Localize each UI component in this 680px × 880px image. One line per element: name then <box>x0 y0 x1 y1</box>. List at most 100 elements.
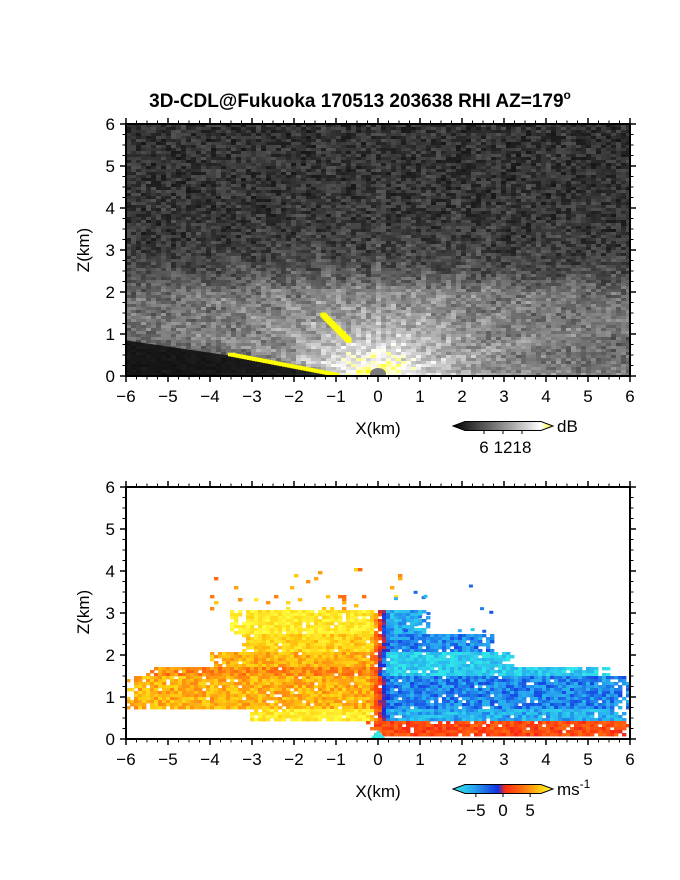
reflectivity-cell <box>611 253 617 257</box>
reflectivity-cell <box>416 181 422 185</box>
reflectivity-cell <box>456 127 462 131</box>
reflectivity-cell <box>281 229 287 233</box>
reflectivity-cell <box>251 133 257 137</box>
reflectivity-cell <box>391 157 397 161</box>
reflectivity-cell <box>416 148 422 152</box>
reflectivity-cell <box>591 163 597 167</box>
reflectivity-cell <box>566 175 572 179</box>
reflectivity-cell <box>491 199 497 203</box>
reflectivity-cell <box>491 187 497 191</box>
reflectivity-cell <box>556 265 562 269</box>
reflectivity-cell <box>256 148 262 152</box>
reflectivity-cell <box>286 244 292 248</box>
reflectivity-cell <box>546 145 552 149</box>
reflectivity-cell <box>176 172 182 176</box>
reflectivity-cell <box>516 214 522 218</box>
reflectivity-cell <box>301 175 307 179</box>
reflectivity-cell <box>406 166 412 170</box>
reflectivity-cell <box>461 160 467 164</box>
reflectivity-cell <box>566 220 572 224</box>
reflectivity-cell <box>366 232 372 236</box>
reflectivity-cell <box>346 205 352 209</box>
reflectivity-cell <box>211 154 217 158</box>
reflectivity-cell <box>211 253 217 257</box>
reflectivity-cell <box>151 133 157 137</box>
reflectivity-cell <box>356 262 362 266</box>
reflectivity-cell <box>541 250 547 254</box>
reflectivity-cell <box>486 262 492 266</box>
reflectivity-cell <box>621 154 627 158</box>
reflectivity-cell <box>271 178 277 182</box>
reflectivity-cell <box>561 250 567 254</box>
reflectivity-cell <box>551 124 557 128</box>
reflectivity-cell <box>366 166 372 170</box>
reflectivity-cell <box>181 154 187 158</box>
reflectivity-cell <box>386 262 392 266</box>
reflectivity-cell <box>141 196 147 200</box>
reflectivity-cell <box>366 208 372 212</box>
reflectivity-cell <box>341 166 347 170</box>
reflectivity-cell <box>626 238 630 242</box>
reflectivity-cell <box>291 223 297 227</box>
reflectivity-cell <box>321 253 327 257</box>
reflectivity-cell <box>431 148 437 152</box>
reflectivity-cell <box>166 226 172 230</box>
reflectivity-cell <box>381 250 387 254</box>
reflectivity-cell <box>221 241 227 245</box>
reflectivity-cell <box>561 241 567 245</box>
reflectivity-cell <box>211 157 217 161</box>
reflectivity-cell <box>201 232 207 236</box>
reflectivity-cell <box>171 271 177 275</box>
reflectivity-cell <box>176 220 182 224</box>
reflectivity-cell <box>606 259 612 263</box>
reflectivity-cell <box>381 223 387 227</box>
reflectivity-cell <box>266 151 272 155</box>
reflectivity-cell <box>246 253 252 257</box>
reflectivity-cell <box>501 148 507 152</box>
reflectivity-cell <box>546 196 552 200</box>
reflectivity-cell <box>626 226 630 230</box>
reflectivity-cell <box>611 160 617 164</box>
reflectivity-cell <box>301 250 307 254</box>
reflectivity-cell <box>601 229 607 233</box>
reflectivity-cell <box>316 265 322 269</box>
reflectivity-cell <box>526 133 532 137</box>
reflectivity-cell <box>441 136 447 140</box>
reflectivity-cell <box>136 271 142 275</box>
reflectivity-cell <box>491 202 497 206</box>
reflectivity-cell <box>521 163 527 167</box>
reflectivity-cell <box>231 199 237 203</box>
reflectivity-cell <box>216 187 222 191</box>
reflectivity-cell <box>261 130 267 134</box>
reflectivity-cell <box>351 235 357 239</box>
reflectivity-cell <box>321 187 327 191</box>
reflectivity-cell <box>606 151 612 155</box>
reflectivity-cell <box>301 169 307 173</box>
reflectivity-cell <box>376 214 382 218</box>
reflectivity-cell <box>471 238 477 242</box>
reflectivity-cell <box>191 229 197 233</box>
reflectivity-cell <box>456 250 462 254</box>
reflectivity-cell <box>336 199 342 203</box>
reflectivity-cell <box>576 142 582 146</box>
reflectivity-cell <box>391 187 397 191</box>
reflectivity-cell <box>611 169 617 173</box>
reflectivity-cell <box>141 148 147 152</box>
reflectivity-cell <box>401 136 407 140</box>
reflectivity-cell <box>171 157 177 161</box>
reflectivity-cell <box>396 178 402 182</box>
reflectivity-cell <box>556 214 562 218</box>
reflectivity-cell <box>311 187 317 191</box>
reflectivity-cell <box>606 160 612 164</box>
reflectivity-cell <box>251 151 257 155</box>
reflectivity-cell <box>581 253 587 257</box>
reflectivity-cell <box>306 181 312 185</box>
reflectivity-cell <box>256 211 262 215</box>
reflectivity-cell <box>356 133 362 137</box>
reflectivity-cell <box>356 211 362 215</box>
reflectivity-cell <box>501 157 507 161</box>
reflectivity-cell <box>621 205 627 209</box>
reflectivity-cell <box>626 223 630 227</box>
reflectivity-cell <box>256 175 262 179</box>
reflectivity-cell <box>591 211 597 215</box>
